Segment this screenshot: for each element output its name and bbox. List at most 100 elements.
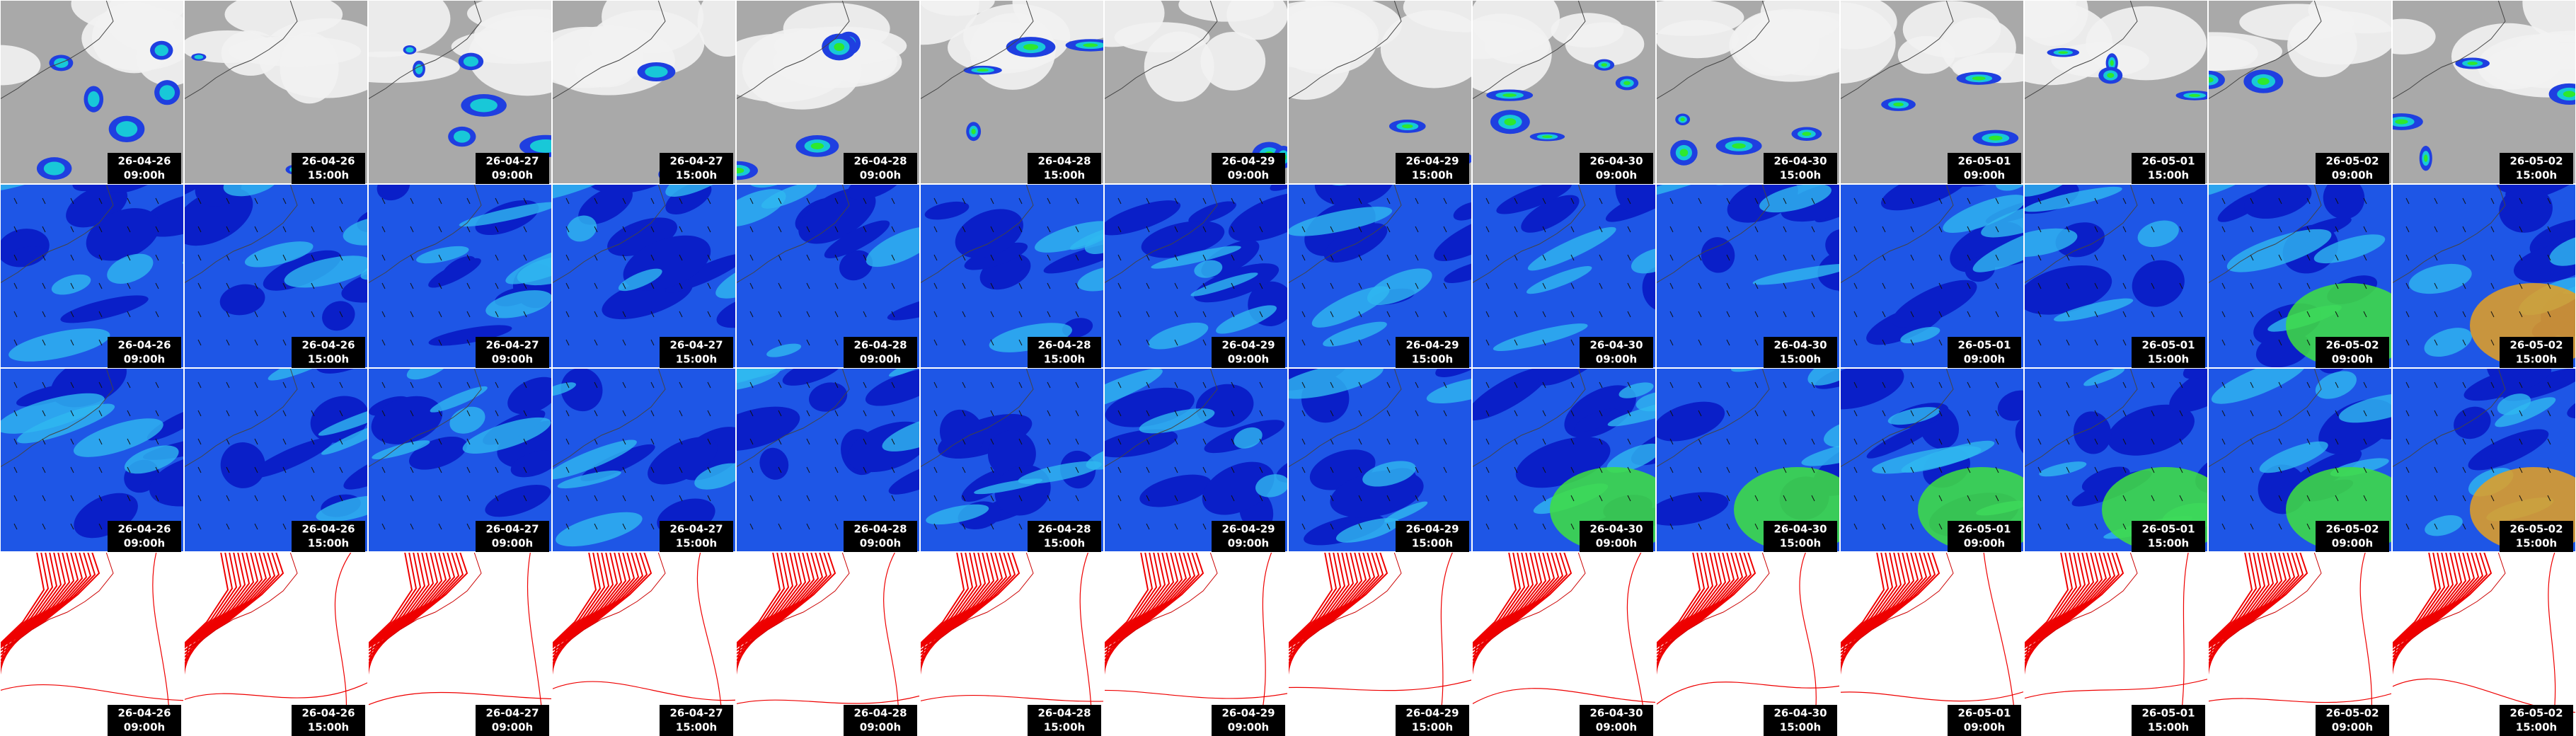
contour-dense [2024,552,2082,678]
field-dark [2107,404,2195,456]
wind-barb [98,438,103,445]
precip [1601,63,1608,67]
wind-barb [339,466,343,473]
wind-barb [1330,226,1334,233]
wind-barb [1754,339,1759,346]
wind-barb [2490,523,2495,530]
wind-barb [1443,282,1447,289]
field-dark [665,253,736,293]
contour-dense [1840,552,1894,682]
wind-barb [2151,381,2155,389]
wind-barb [1018,197,1023,205]
contour-dense [736,552,798,675]
wind-barb [1301,339,1306,346]
wind-barb [778,495,782,502]
wind-barb [1415,438,1419,445]
field-light [2408,263,2472,294]
wind-barb [1726,311,1730,318]
wind-barb [1754,226,1759,233]
contour-dense [552,552,623,669]
timestamp-date: 26-04-27 [485,707,539,720]
wind-barb [1910,311,1914,318]
contour-dense [2208,552,2262,682]
wind-barb [2405,523,2410,530]
field-dark [1472,368,1550,421]
timestamp-time: 15:00h [2516,537,2557,550]
wind-barb [155,226,159,233]
wind-barb [1301,523,1306,530]
coastline [1104,552,1218,652]
timestamp-date: 26-04-27 [485,523,539,536]
wind-barb [2066,226,2070,233]
wind-barb [254,466,258,473]
wind-barb [2335,226,2339,233]
timestamp-time: 15:00h [2516,353,2557,366]
wind-barb [707,466,711,473]
wind-barb [381,282,386,289]
wind-barb [1627,282,1631,289]
field-dark [2463,368,2552,401]
wind-barb [13,523,18,530]
timestamp-time: 15:00h [1412,353,1453,366]
wind-barb [749,466,754,473]
contour-dense [1104,552,1166,675]
wind-barb [1117,226,1122,233]
wind-barb [438,254,442,261]
wind-barb [2151,197,2155,205]
timestamp-box [292,521,365,552]
wind-barb [2519,254,2523,261]
wind-barb [438,311,442,318]
wind-barb [707,197,711,205]
field-dark [1615,184,1656,214]
wind-barb [466,197,471,205]
wind-barb [891,311,895,318]
wind-barb [1811,495,1815,502]
wind-barb [523,254,527,261]
wind-barb [1599,197,1603,205]
wind-barb [2363,197,2367,205]
wind-barb [1783,495,1787,502]
field-light [1426,376,1472,403]
wind-barb [679,254,683,261]
wind-barb [2278,466,2282,473]
wind-barb [495,282,499,289]
coastline [0,184,114,284]
coastline [736,184,850,284]
wind-barb [707,495,711,502]
wind-barb [1967,438,1971,445]
wind-barb [197,226,202,233]
wind-barb [1075,438,1079,445]
timestamp-time: 09:00h [1596,721,1637,734]
wind-barb [2037,410,2042,417]
timestamp-time: 09:00h [2332,721,2373,734]
coastline [1288,184,1402,284]
timestamp-time: 15:00h [308,169,349,182]
wind-barb [1599,226,1603,233]
cell-layer [0,368,184,552]
field-light [888,368,920,377]
coastline [736,552,850,652]
field-dark [887,292,920,321]
contour-dense [1104,552,1154,685]
wind-barb [834,254,839,261]
precip [2257,77,2270,85]
wind-barb [1301,226,1306,233]
timestamp-time: 15:00h [2148,537,2189,550]
field-light [2497,393,2531,415]
wind-barb [1882,438,1886,445]
coastline [552,0,666,100]
wind-barb [1485,466,1490,473]
precip [1504,118,1517,126]
wind-barb [2278,254,2282,261]
wind-barb [2306,438,2311,445]
wind-barb [2278,339,2282,346]
field-dark [1141,221,1225,258]
wind-barb [2122,410,2127,417]
timestamp-box [1212,521,1285,552]
